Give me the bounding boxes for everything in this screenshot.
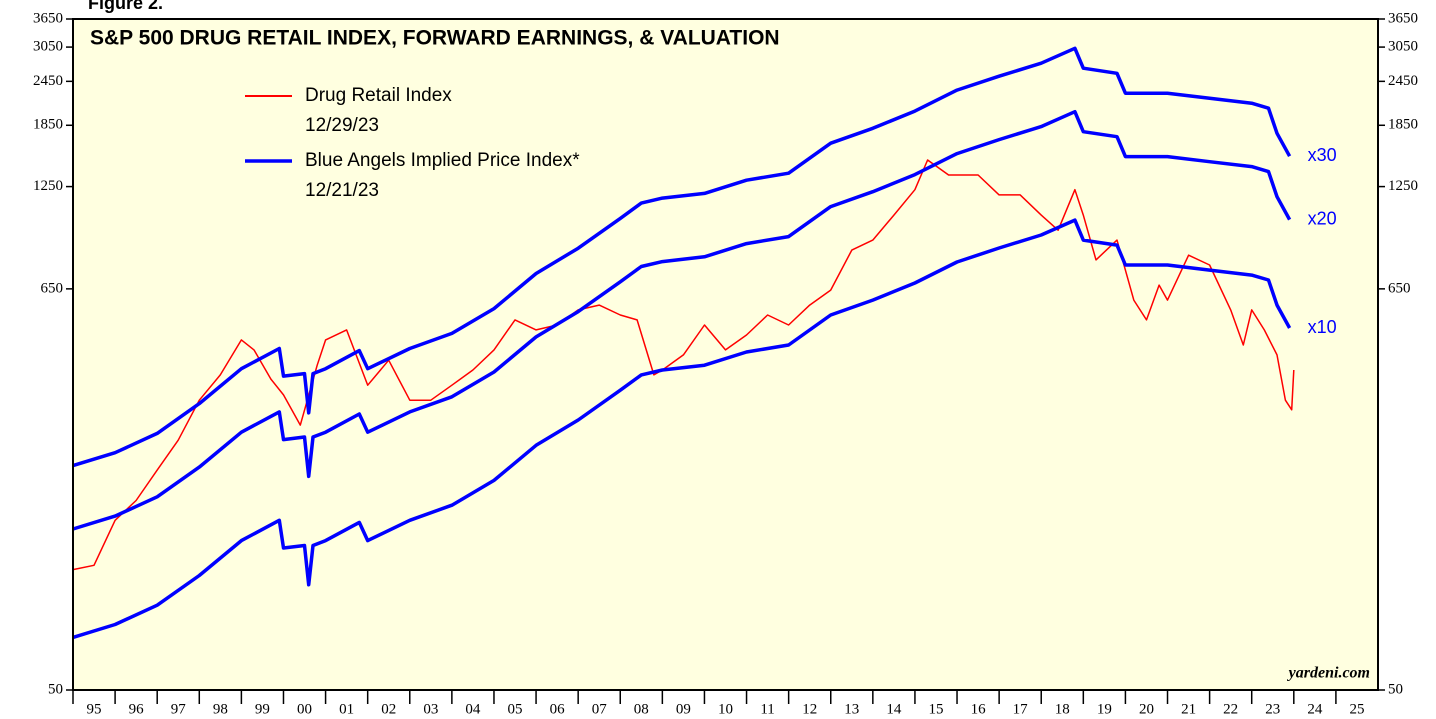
source: yardeni.com <box>1287 665 1370 682</box>
band-label: x20 <box>1308 208 1337 228</box>
y-tick-label: 2450 <box>33 73 63 89</box>
x-tick-label: 08 <box>634 701 649 717</box>
x-tick-label: 09 <box>676 701 691 717</box>
x-tick-label: 16 <box>971 701 987 717</box>
x-tick-label: 20 <box>1139 701 1154 717</box>
series-line <box>72 159 1295 571</box>
x-tick-label: 98 <box>213 701 228 717</box>
y-tick-label: 3050 <box>33 39 63 55</box>
band-label: x30 <box>1308 145 1337 165</box>
x-tick-label: 23 <box>1265 701 1280 717</box>
band-label: x10 <box>1308 317 1337 337</box>
y2-tick-label: 3650 <box>1388 10 1418 26</box>
x-tick-label: 13 <box>844 701 859 717</box>
band-line <box>72 218 1292 640</box>
x-tick-label: 07 <box>592 701 608 717</box>
figure-label: Figure 2. <box>88 0 163 13</box>
y2-tick-label: 2450 <box>1388 73 1418 89</box>
plot-frame <box>72 18 1379 691</box>
x-tick-label: 25 <box>1349 701 1364 717</box>
y2-tick-label: 3050 <box>1388 39 1418 55</box>
band-line <box>72 109 1292 531</box>
x-tick-label: 24 <box>1307 701 1323 717</box>
x-tick-label: 12 <box>802 701 817 717</box>
legend-label: Drug Retail Index <box>305 85 452 106</box>
y-tick-label: 1850 <box>33 117 63 133</box>
x-tick-label: 00 <box>297 701 312 717</box>
x-tick-label: 19 <box>1097 701 1112 717</box>
x-tick-label: 22 <box>1223 701 1238 717</box>
legend-date: 12/29/23 <box>305 115 379 136</box>
legend-date: 12/21/23 <box>305 180 379 201</box>
plot-background <box>73 19 1378 690</box>
y2-tick-label: 50 <box>1388 681 1403 697</box>
x-tick-label: 05 <box>508 701 523 717</box>
x-tick-label: 15 <box>928 701 943 717</box>
band-line <box>72 46 1292 468</box>
y2-tick-label: 650 <box>1388 280 1411 296</box>
y-tick-label: 3650 <box>33 10 63 26</box>
x-tick-label: 10 <box>718 701 733 717</box>
x-tick-label: 14 <box>886 701 902 717</box>
x-tick-label: 99 <box>255 701 270 717</box>
x-tick-label: 04 <box>465 701 481 717</box>
x-tick-label: 21 <box>1181 701 1196 717</box>
x-tick-label: 06 <box>550 701 566 717</box>
x-tick-label: 95 <box>87 701 102 717</box>
x-tick-label: 96 <box>129 701 145 717</box>
chart-title: S&P 500 DRUG RETAIL INDEX, FORWARD EARNI… <box>90 27 780 50</box>
legend-label: Blue Angels Implied Price Index* <box>305 150 580 171</box>
y-tick-label: 1250 <box>33 178 63 194</box>
y2-tick-label: 1250 <box>1388 178 1418 194</box>
x-tick-label: 11 <box>760 701 774 717</box>
y-tick-label: 650 <box>41 280 64 296</box>
y2-tick-label: 1850 <box>1388 117 1418 133</box>
x-tick-label: 03 <box>423 701 438 717</box>
x-tick-label: 97 <box>171 701 187 717</box>
x-tick-label: 02 <box>381 701 396 717</box>
x-tick-label: 17 <box>1013 701 1029 717</box>
y-tick-label: 50 <box>48 681 63 697</box>
x-tick-label: 01 <box>339 701 354 717</box>
x-tick-label: 18 <box>1055 701 1070 717</box>
